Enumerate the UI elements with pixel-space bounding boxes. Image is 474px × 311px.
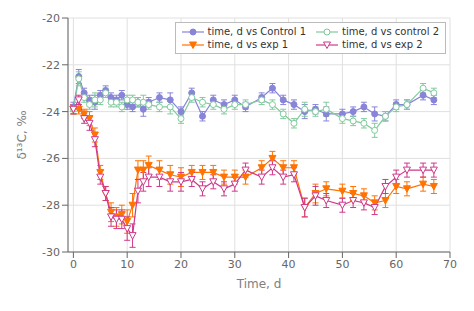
svg-text:60: 60 — [389, 258, 403, 271]
svg-text:-28: -28 — [42, 199, 60, 212]
svg-text:δ¹³C, ‰: δ¹³C, ‰ — [15, 110, 29, 159]
svg-text:-20: -20 — [42, 12, 60, 25]
html-text:time, d vs exp 1: time, d vs exp 1 — [207, 39, 289, 50]
svg-text:Time, d: Time, d — [236, 277, 282, 291]
svg-text:-24: -24 — [42, 106, 60, 119]
svg-text:-26: -26 — [42, 152, 60, 165]
svg-text:-30: -30 — [42, 246, 60, 259]
svg-text:20: 20 — [174, 258, 188, 271]
svg-text:-22: -22 — [42, 59, 60, 72]
html-text:time, d vs exp 2: time, d vs exp 2 — [342, 39, 423, 50]
svg-text:40: 40 — [282, 258, 296, 271]
svg-text:30: 30 — [228, 258, 242, 271]
svg-text:70: 70 — [443, 258, 457, 271]
html-text:time, d vs control 2: time, d vs control 2 — [342, 26, 439, 37]
svg-text:0: 0 — [70, 258, 77, 271]
html-text:time, d vs Control 1: time, d vs Control 1 — [207, 26, 306, 37]
svg-text:10: 10 — [120, 258, 134, 271]
svg-text:50: 50 — [335, 258, 349, 271]
